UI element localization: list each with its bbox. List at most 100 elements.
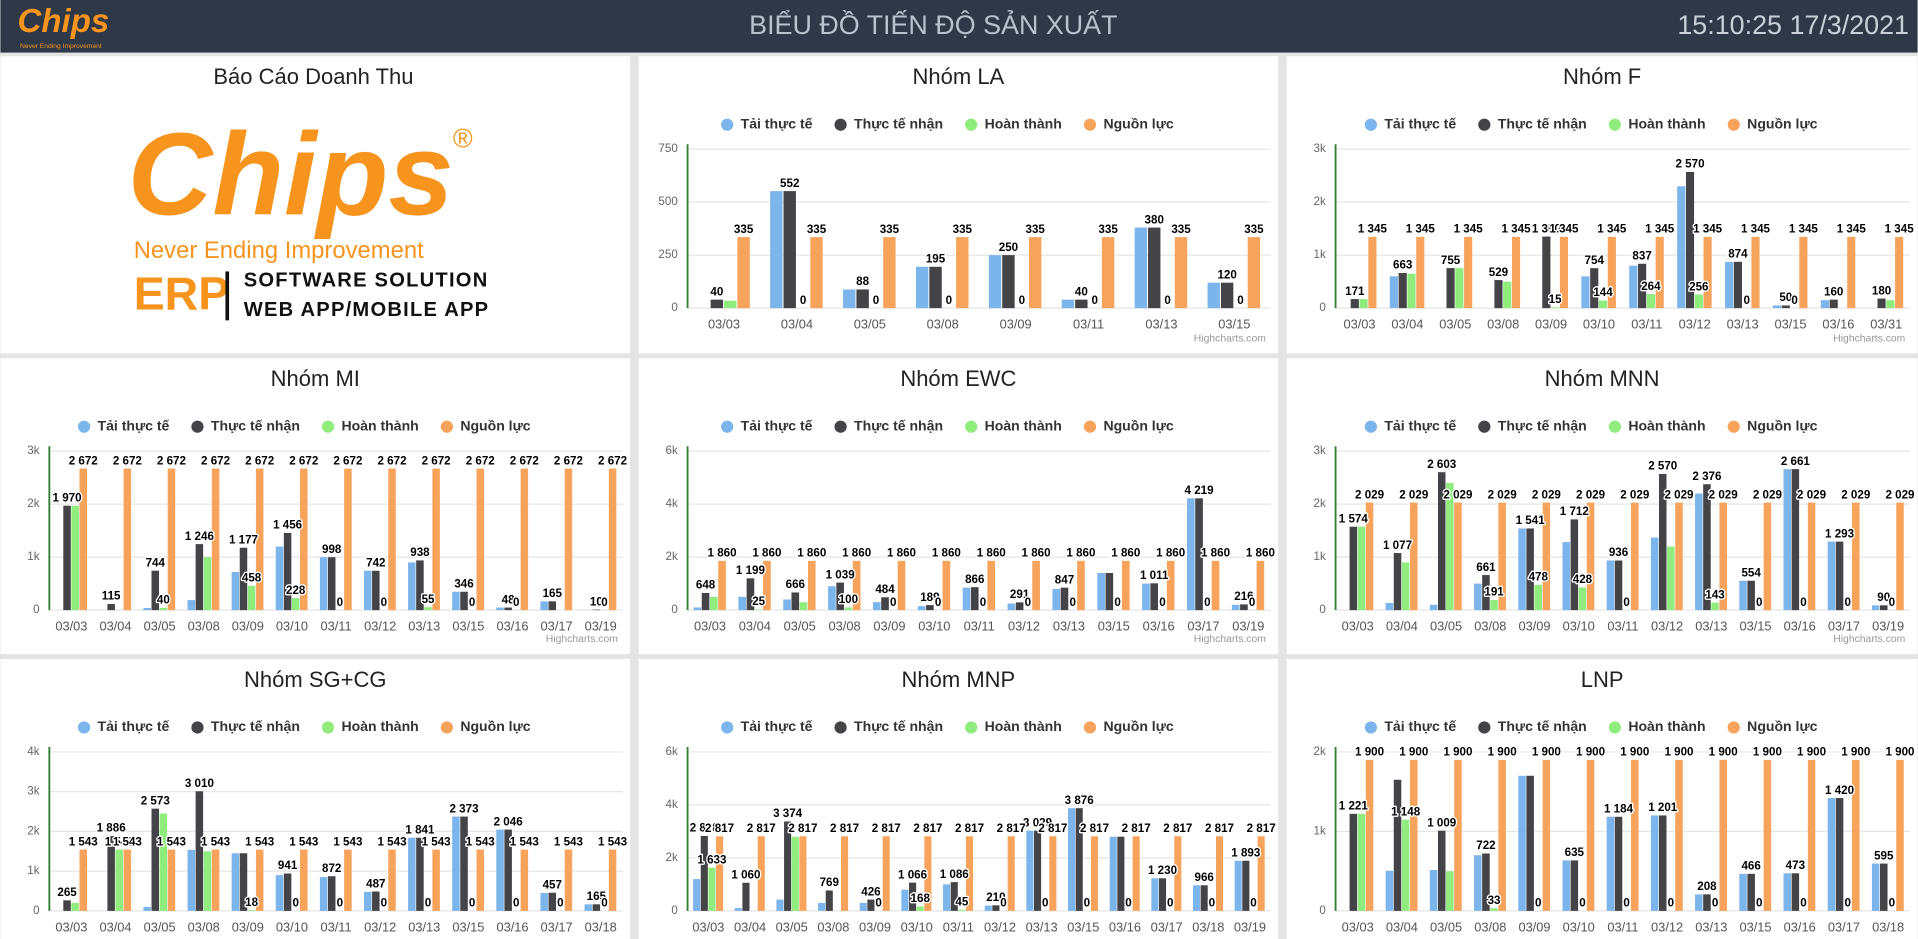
bar xyxy=(1871,863,1880,911)
value-label: 666 xyxy=(786,578,806,591)
value-label: 1 201 xyxy=(1648,801,1678,814)
bar xyxy=(754,609,763,611)
y-tick-label: 3k xyxy=(1314,142,1326,155)
value-label: 1 712 xyxy=(1560,505,1589,518)
bar xyxy=(1747,873,1755,911)
legend-label: Hoàn thành xyxy=(1628,115,1705,131)
bar xyxy=(1581,276,1590,309)
bar xyxy=(872,602,881,611)
bar xyxy=(701,592,710,611)
value-label: 2 817 xyxy=(997,822,1026,835)
bar xyxy=(1886,300,1895,309)
bar xyxy=(1562,860,1570,911)
value-label: 335 xyxy=(734,223,754,236)
value-label: 2 029 xyxy=(1709,488,1739,501)
bar xyxy=(1029,237,1042,309)
value-label: 0 xyxy=(980,596,986,609)
value-label: 1 543 xyxy=(69,835,99,848)
chart-title: Nhóm MNP xyxy=(902,667,1016,692)
value-label: 1 009 xyxy=(1427,816,1457,829)
legend-marker xyxy=(965,721,978,734)
bar xyxy=(1350,299,1359,309)
bar xyxy=(852,560,861,611)
value-label: 0 xyxy=(1623,897,1629,910)
value-label: 1 900 xyxy=(1753,746,1782,759)
x-tick-label: 03/04 xyxy=(1386,919,1418,934)
x-tick-label: 03/05 xyxy=(1430,919,1462,934)
value-label: 335 xyxy=(1026,223,1046,236)
x-tick-label: 03/16 xyxy=(496,619,528,634)
bar xyxy=(1586,502,1595,611)
bar xyxy=(1393,553,1402,611)
value-label: 0 xyxy=(1125,897,1131,910)
chart-title: LNP xyxy=(1581,667,1624,692)
bar xyxy=(1518,775,1526,911)
value-label: 256 xyxy=(1689,280,1709,293)
value-label: 0 xyxy=(1844,596,1850,609)
bar xyxy=(1896,502,1904,611)
bar xyxy=(917,606,926,611)
value-label: 2 672 xyxy=(333,454,362,467)
legend-marker xyxy=(1083,420,1097,433)
bar xyxy=(1781,305,1790,309)
bar xyxy=(1590,268,1599,309)
legend-label: Hoàn thành xyxy=(341,718,418,734)
bar xyxy=(1032,560,1040,611)
legend-marker xyxy=(1364,118,1378,131)
value-label: 1 841 xyxy=(405,823,435,836)
legend-label: Thực tế nhận xyxy=(1498,417,1587,433)
bar xyxy=(143,906,151,911)
value-label: 755 xyxy=(1441,254,1461,267)
value-label: 0 xyxy=(935,596,941,609)
bar xyxy=(1097,573,1105,611)
chart-title: Nhóm MI xyxy=(271,366,360,391)
bar xyxy=(1349,526,1358,611)
value-label: 2 817 xyxy=(872,822,901,835)
value-label: 2 672 xyxy=(377,454,406,467)
bar xyxy=(1799,236,1808,309)
value-label: 2 817 xyxy=(1080,822,1109,835)
x-tick-label: 03/09 xyxy=(1000,317,1032,332)
value-label: 90 xyxy=(1877,591,1890,604)
x-tick-label: 03/10 xyxy=(276,619,308,634)
bar xyxy=(1667,546,1675,611)
value-label: 663 xyxy=(1393,259,1413,272)
bar xyxy=(1121,560,1130,611)
legend-label: Hoàn thành xyxy=(985,718,1062,734)
bar xyxy=(239,547,248,611)
legend-label: Hoàn thành xyxy=(1628,718,1705,734)
bar xyxy=(1002,255,1015,309)
legend-marker xyxy=(965,420,978,433)
bar xyxy=(1719,759,1727,911)
bar xyxy=(1614,560,1623,611)
bar xyxy=(763,560,771,611)
x-tick-label: 03/15 xyxy=(1739,619,1771,634)
x-tick-label: 03/08 xyxy=(1487,317,1519,332)
value-label: 264 xyxy=(1641,280,1661,293)
value-label: 552 xyxy=(780,177,799,190)
legend-label: Tải thực tế xyxy=(741,115,813,131)
x-tick-label: 03/03 xyxy=(1343,317,1375,332)
value-label: 48 xyxy=(502,593,515,606)
bar xyxy=(1357,526,1366,611)
y-tick-label: 1k xyxy=(27,864,39,877)
value-label: 2 029 xyxy=(1532,488,1562,501)
bar xyxy=(1498,502,1506,611)
legend-marker xyxy=(1083,118,1097,131)
bar xyxy=(1629,265,1638,309)
value-label: 195 xyxy=(926,253,946,266)
bar xyxy=(1827,541,1836,611)
x-tick-label: 03/10 xyxy=(1583,317,1615,332)
x-tick-label: 03/03 xyxy=(694,619,726,634)
value-label: 941 xyxy=(278,859,298,872)
x-tick-label: 03/08 xyxy=(188,919,220,934)
value-label: 1 345 xyxy=(1741,223,1771,236)
bar xyxy=(1559,236,1569,309)
value-label: 1 345 xyxy=(1454,223,1484,236)
y-tick-label: 6k xyxy=(666,745,678,758)
legend-marker xyxy=(1727,420,1740,433)
value-label: 2 817 xyxy=(705,822,734,835)
value-label: 1 086 xyxy=(940,868,970,881)
value-label: 0 xyxy=(1743,294,1749,307)
bar xyxy=(700,835,708,911)
